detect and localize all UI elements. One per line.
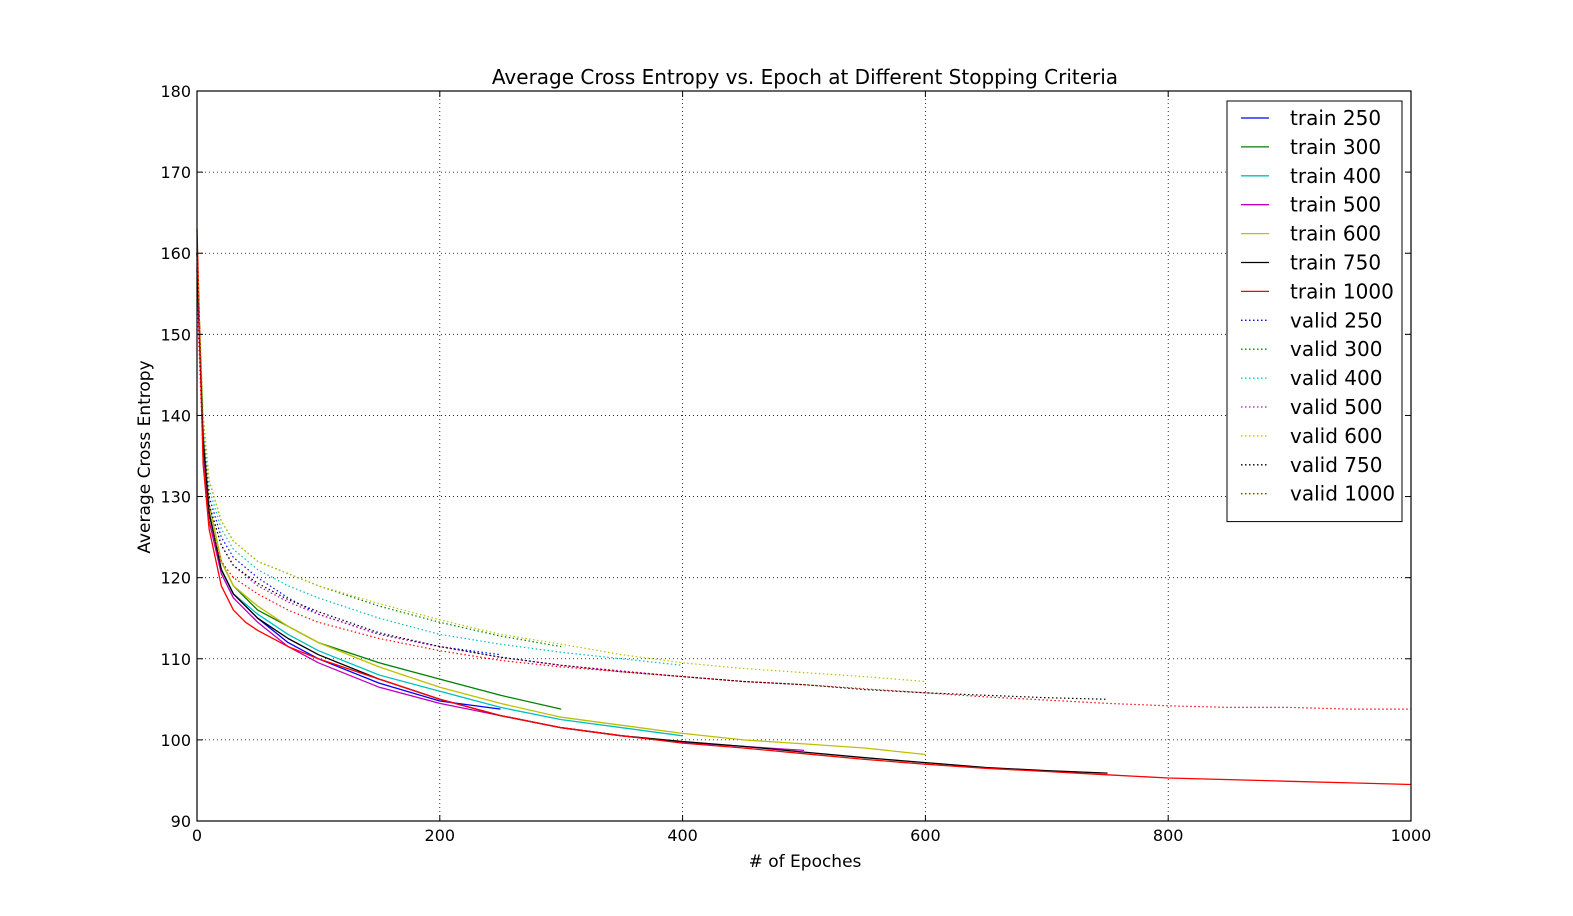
x-tick-label: 800 bbox=[1153, 826, 1184, 845]
legend-label: valid 600 bbox=[1290, 424, 1382, 448]
y-tick-label: 120 bbox=[160, 569, 191, 588]
legend-label: train 250 bbox=[1290, 106, 1381, 130]
series-line-valid-1000 bbox=[196, 293, 1411, 710]
legend-label: train 750 bbox=[1290, 251, 1381, 275]
x-axis-title: # of Epoches bbox=[749, 852, 862, 872]
legend-label: train 500 bbox=[1290, 193, 1381, 217]
legend-label: train 400 bbox=[1290, 164, 1381, 188]
y-tick-label: 100 bbox=[160, 731, 191, 750]
y-axis-title: Average Cross Entropy bbox=[135, 360, 155, 553]
x-tick-label: 200 bbox=[425, 826, 456, 845]
legend-label: train 1000 bbox=[1290, 279, 1394, 303]
series-line-train-1000 bbox=[196, 228, 1412, 786]
y-tick-label: 130 bbox=[160, 488, 191, 507]
y-tick-label: 170 bbox=[160, 163, 191, 182]
y-tick-label: 140 bbox=[160, 406, 191, 425]
y-tick-label: 90 bbox=[171, 812, 191, 831]
series-line-train-600 bbox=[196, 253, 926, 756]
x-tick-label: 1000 bbox=[1391, 826, 1432, 845]
legend-label: valid 1000 bbox=[1290, 482, 1395, 506]
series-line-valid-750 bbox=[196, 277, 1108, 700]
y-tick-label: 180 bbox=[160, 82, 191, 101]
x-tick-label: 600 bbox=[910, 826, 941, 845]
legend-label: valid 250 bbox=[1290, 308, 1382, 332]
axis-ticks: 0 200 400 600 800 1000 90 100 110 120 130 140 150 160… bbox=[160, 82, 1431, 845]
y-tick-label: 150 bbox=[160, 325, 191, 344]
legend-label: valid 500 bbox=[1290, 395, 1382, 419]
legend-label: train 600 bbox=[1290, 222, 1381, 246]
legend-label: train 300 bbox=[1290, 135, 1381, 159]
legend-label: valid 400 bbox=[1290, 366, 1382, 390]
plot-frame bbox=[196, 90, 1412, 822]
y-tick-label: 160 bbox=[160, 244, 191, 263]
legend-box bbox=[1226, 100, 1403, 523]
y-tick-label: 110 bbox=[160, 650, 191, 669]
legend-label: valid 750 bbox=[1290, 453, 1382, 477]
legend: train 250 train 300 train 400 train 500 trai… bbox=[1226, 100, 1403, 523]
legend-label: valid 300 bbox=[1290, 337, 1382, 361]
plot-series bbox=[196, 228, 1412, 786]
series-line-valid-600 bbox=[196, 253, 926, 683]
x-tick-label: 0 bbox=[192, 826, 202, 845]
x-tick-label: 400 bbox=[667, 826, 698, 845]
chart-title: Average Cross Entropy vs. Epoch at Diffe… bbox=[492, 65, 1118, 89]
